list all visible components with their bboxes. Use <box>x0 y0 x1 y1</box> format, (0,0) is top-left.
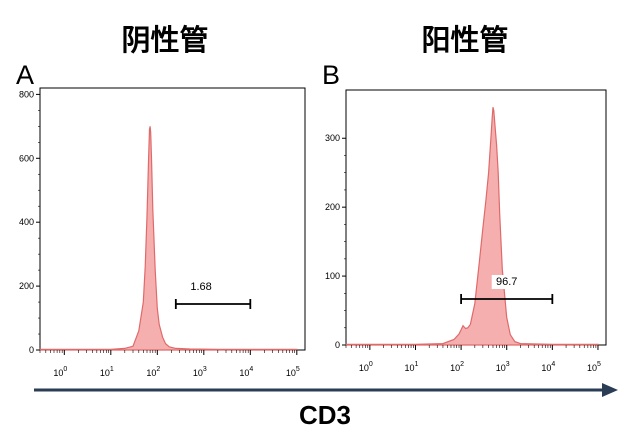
y-tick-label: 0 <box>335 340 340 350</box>
plot-frame <box>39 87 306 351</box>
x-tick-base: 10 <box>450 363 460 373</box>
panel-a-letter: A <box>16 60 34 90</box>
x-tick-label: 102 <box>146 366 160 378</box>
x-tick-exponent: 1 <box>110 366 114 373</box>
histogram-area <box>39 126 298 351</box>
y-tick-label: 100 <box>325 271 340 281</box>
x-tick-base: 10 <box>286 368 296 378</box>
x-tick-label: 101 <box>100 366 114 378</box>
histogram-area <box>345 107 599 346</box>
x-tick-exponent: 4 <box>249 366 253 373</box>
gate-label: 96.7 <box>496 276 517 288</box>
x-tick-base: 10 <box>53 368 63 378</box>
y-tick-label: 600 <box>19 153 34 163</box>
x-tick-base: 10 <box>541 363 551 373</box>
x-tick-base: 10 <box>146 368 156 378</box>
x-tick-label: 105 <box>587 361 601 373</box>
x-tick-exponent: 5 <box>597 361 601 368</box>
y-tick-label: 800 <box>19 89 34 99</box>
y-tick-label: 200 <box>19 281 34 291</box>
x-tick-label: 104 <box>541 361 555 373</box>
gate-label: 1.68 <box>190 281 211 293</box>
x-tick-exponent: 2 <box>460 361 464 368</box>
x-tick-base: 10 <box>496 363 506 373</box>
x-tick-base: 10 <box>587 363 597 373</box>
x-tick-label: 104 <box>239 366 253 378</box>
x-axis-arrow <box>34 383 618 397</box>
x-tick-base: 10 <box>193 368 203 378</box>
x-tick-exponent: 5 <box>296 366 300 373</box>
y-tick-label: 300 <box>325 133 340 143</box>
x-tick-exponent: 2 <box>156 366 160 373</box>
x-tick-label: 103 <box>193 366 207 378</box>
x-tick-exponent: 3 <box>506 361 510 368</box>
x-tick-label: 102 <box>450 361 464 373</box>
x-tick-label: 105 <box>286 366 300 378</box>
x-tick-base: 10 <box>359 363 369 373</box>
x-tick-exponent: 4 <box>551 361 555 368</box>
x-axis-arrow-head <box>602 383 618 397</box>
x-tick-exponent: 0 <box>369 361 373 368</box>
x-tick-label: 100 <box>53 366 67 378</box>
panel-b-title: 阳性管 <box>421 23 508 57</box>
panel-b-letter: B <box>322 60 340 90</box>
x-tick-exponent: 1 <box>415 361 419 368</box>
x-tick-label: 100 <box>359 361 373 373</box>
x-tick-base: 10 <box>405 363 415 373</box>
y-tick-label: 400 <box>19 217 34 227</box>
x-axis-label: CD3 <box>299 400 351 430</box>
x-tick-exponent: 3 <box>203 366 207 373</box>
panel-a-title: 阴性管 <box>121 23 208 57</box>
x-tick-label: 101 <box>405 361 419 373</box>
y-tick-label: 200 <box>325 202 340 212</box>
gate-label-bg <box>491 275 522 289</box>
x-tick-exponent: 0 <box>63 366 67 373</box>
y-tick-label: 0 <box>29 345 34 355</box>
x-tick-base: 10 <box>100 368 110 378</box>
x-tick-base: 10 <box>239 368 249 378</box>
x-tick-label: 103 <box>496 361 510 373</box>
